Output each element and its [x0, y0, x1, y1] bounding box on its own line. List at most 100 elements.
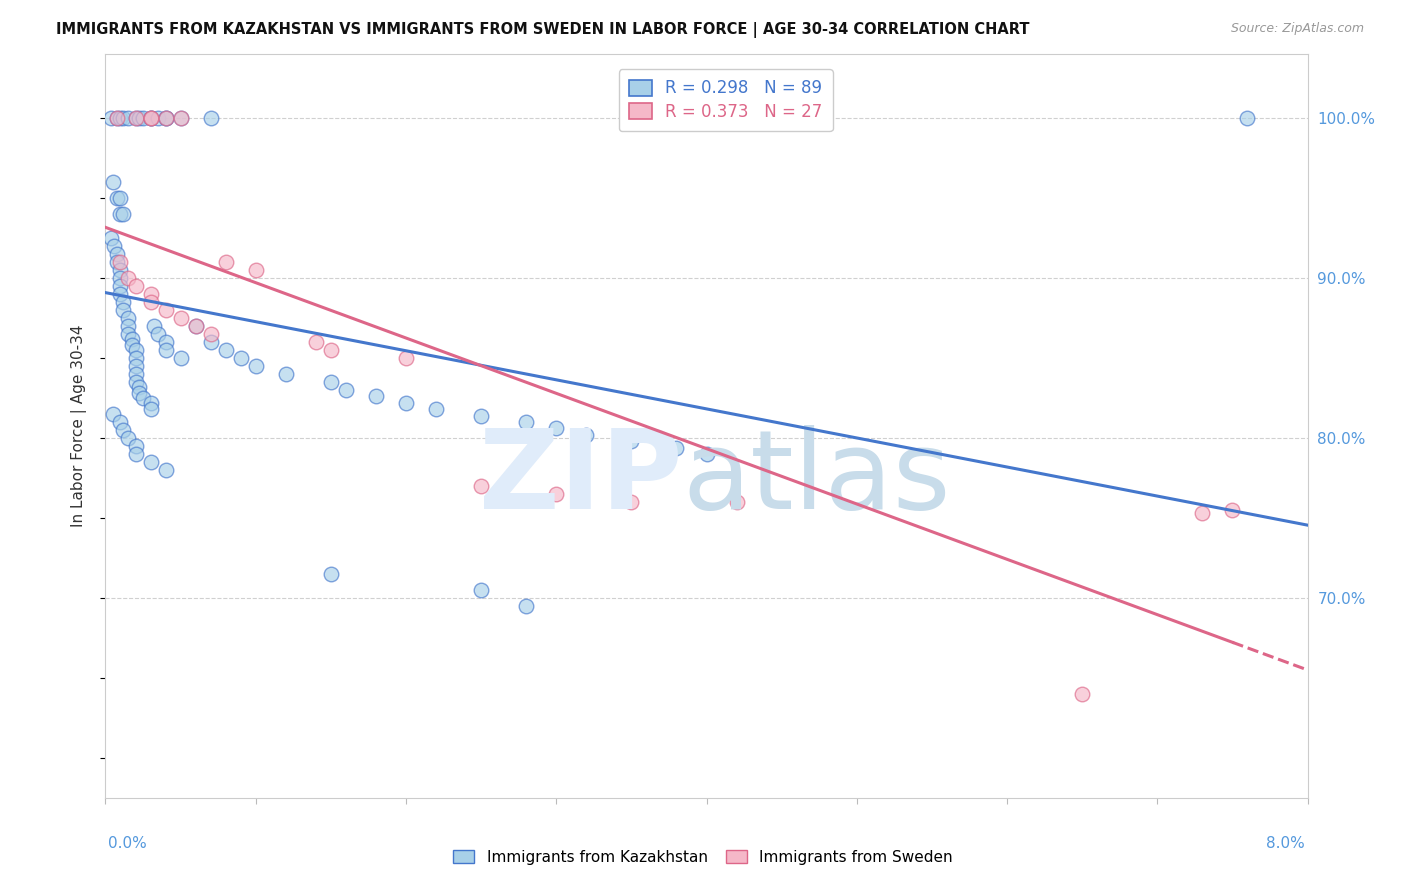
Point	[200, 334, 222, 349]
Point	[107, 254, 129, 268]
Point	[124, 447, 146, 461]
Point	[128, 380, 150, 394]
Point	[1191, 506, 1213, 520]
Point	[470, 479, 492, 493]
Point	[200, 326, 222, 341]
Point	[305, 334, 328, 349]
Point	[107, 111, 129, 125]
Point	[100, 231, 122, 245]
Point	[470, 409, 492, 423]
Point	[319, 567, 342, 582]
Point	[139, 402, 162, 417]
Point	[245, 359, 267, 373]
Point	[132, 391, 155, 405]
Point	[110, 286, 132, 301]
Point	[725, 495, 748, 509]
Point	[110, 262, 132, 277]
Point	[112, 423, 135, 437]
Point	[101, 175, 124, 189]
Point	[107, 191, 129, 205]
Point	[112, 207, 135, 221]
Point	[184, 318, 207, 333]
Point	[117, 270, 139, 285]
Point	[110, 278, 132, 293]
Point	[546, 421, 568, 435]
Text: Source: ZipAtlas.com: Source: ZipAtlas.com	[1230, 22, 1364, 36]
Point	[319, 343, 342, 357]
Text: atlas: atlas	[682, 425, 950, 532]
Point	[665, 441, 688, 455]
Point	[184, 318, 207, 333]
Point	[107, 246, 129, 260]
Point	[128, 386, 150, 401]
Point	[425, 402, 447, 417]
Point	[124, 343, 146, 357]
Point	[124, 367, 146, 381]
Point	[335, 383, 357, 397]
Legend: R = 0.298   N = 89, R = 0.373   N = 27: R = 0.298 N = 89, R = 0.373 N = 27	[619, 70, 832, 131]
Point	[110, 191, 132, 205]
Point	[117, 111, 139, 125]
Point	[1071, 687, 1094, 701]
Point	[1222, 503, 1244, 517]
Point	[1236, 111, 1258, 125]
Point	[696, 447, 718, 461]
Point	[245, 262, 267, 277]
Legend: Immigrants from Kazakhstan, Immigrants from Sweden: Immigrants from Kazakhstan, Immigrants f…	[447, 844, 959, 871]
Point	[155, 111, 177, 125]
Point	[110, 111, 132, 125]
Point	[364, 389, 387, 403]
Text: 8.0%: 8.0%	[1265, 836, 1305, 851]
Point	[139, 111, 162, 125]
Point	[132, 111, 155, 125]
Point	[395, 395, 418, 409]
Point	[112, 294, 135, 309]
Point	[155, 334, 177, 349]
Point	[121, 332, 143, 346]
Point	[117, 318, 139, 333]
Point	[121, 338, 143, 352]
Point	[470, 583, 492, 598]
Point	[155, 463, 177, 477]
Text: 0.0%: 0.0%	[108, 836, 148, 851]
Point	[110, 270, 132, 285]
Point	[169, 111, 191, 125]
Point	[139, 111, 162, 125]
Point	[319, 375, 342, 389]
Point	[155, 111, 177, 125]
Point	[112, 111, 135, 125]
Point	[117, 310, 139, 325]
Point	[515, 415, 537, 429]
Point	[214, 343, 236, 357]
Point	[169, 111, 191, 125]
Point	[100, 111, 122, 125]
Point	[124, 111, 146, 125]
Point	[142, 318, 165, 333]
Point	[620, 434, 643, 449]
Point	[103, 238, 125, 252]
Point	[139, 111, 162, 125]
Point	[124, 278, 146, 293]
Point	[117, 431, 139, 445]
Point	[155, 343, 177, 357]
Point	[155, 302, 177, 317]
Point	[169, 310, 191, 325]
Point	[124, 351, 146, 365]
Point	[139, 455, 162, 469]
Point	[124, 359, 146, 373]
Point	[620, 495, 643, 509]
Point	[169, 351, 191, 365]
Y-axis label: In Labor Force | Age 30-34: In Labor Force | Age 30-34	[72, 325, 87, 527]
Point	[575, 427, 598, 442]
Point	[117, 326, 139, 341]
Point	[146, 326, 169, 341]
Point	[112, 302, 135, 317]
Point	[139, 286, 162, 301]
Point	[229, 351, 252, 365]
Point	[155, 111, 177, 125]
Point	[139, 294, 162, 309]
Text: IMMIGRANTS FROM KAZAKHSTAN VS IMMIGRANTS FROM SWEDEN IN LABOR FORCE | AGE 30-34 : IMMIGRANTS FROM KAZAKHSTAN VS IMMIGRANTS…	[56, 22, 1029, 38]
Point	[107, 111, 129, 125]
Point	[139, 111, 162, 125]
Text: ZIP: ZIP	[479, 425, 682, 532]
